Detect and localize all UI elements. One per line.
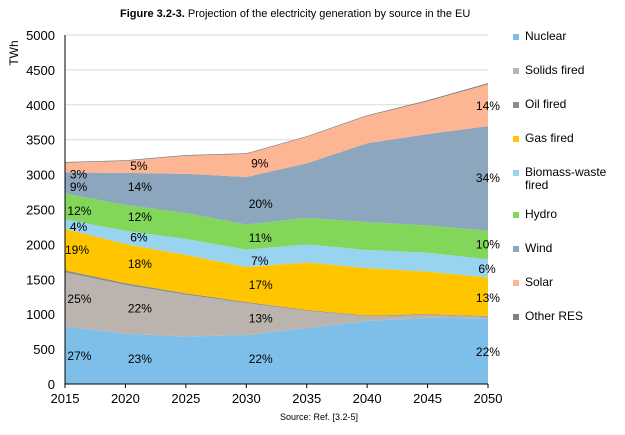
axes: 0 500 1000 1500 2000 2500 3000 3500 4000 4500 5000… — [7, 28, 502, 406]
legend-item: Nuclear — [513, 30, 615, 43]
data-label: 12% — [128, 210, 152, 224]
legend-label: Oil fired — [525, 97, 567, 111]
legend-swatch — [513, 136, 519, 142]
x-tick-label: 2020 — [111, 391, 140, 406]
y-tick-label: 1000 — [26, 307, 55, 322]
legend-label: Gas fired — [525, 131, 574, 145]
y-tick-label: 3000 — [26, 168, 55, 183]
x-tick-label: 2040 — [353, 391, 382, 406]
legend-swatch — [513, 34, 519, 40]
x-tick-label: 2035 — [292, 391, 321, 406]
stacked-areas — [65, 83, 488, 384]
x-tick-label: 2045 — [413, 391, 442, 406]
area-biomass-waste-fired — [65, 219, 488, 278]
x-tick-label: 2050 — [474, 391, 503, 406]
data-label: 23% — [128, 352, 152, 366]
data-label: 6% — [130, 230, 148, 244]
data-label: 13% — [476, 291, 500, 305]
data-label: 19% — [65, 243, 89, 257]
legend-label: Wind — [525, 241, 553, 255]
legend-item: Solar — [513, 276, 615, 289]
legend-item: Gas fired — [513, 132, 615, 145]
y-tick-label: 2000 — [26, 237, 55, 252]
figure-number: Figure 3.2-3. — [120, 8, 185, 20]
data-label: 34% — [476, 171, 500, 185]
figure-caption: Projection of the electricity generation… — [184, 8, 471, 20]
area-solids-fired — [65, 272, 488, 337]
y-tick-label: 4000 — [26, 98, 55, 113]
y-tick-label: 3500 — [26, 133, 55, 148]
legend-swatch — [513, 212, 519, 218]
data-label: 11% — [249, 231, 272, 245]
legend-item: Hydro — [513, 208, 615, 221]
legend-item: Solids fired — [513, 64, 615, 77]
data-label: 25% — [67, 292, 91, 306]
y-tick-label: 0 — [48, 377, 55, 392]
data-label: 5% — [130, 159, 148, 173]
x-tick-label: 2025 — [171, 391, 200, 406]
area-nuclear — [65, 317, 488, 384]
legend-item: Oil fired — [513, 98, 615, 111]
legend-label: Nuclear — [525, 29, 567, 43]
area-wind — [65, 126, 488, 231]
x-tick-label: 2030 — [232, 391, 261, 406]
legend-label: Solids fired — [525, 63, 585, 77]
legend-label: Solar — [525, 275, 554, 289]
data-label: 13% — [249, 311, 273, 325]
area-gas-fired — [65, 229, 488, 316]
legend-swatch — [513, 246, 519, 252]
data-label: 4% — [70, 220, 88, 234]
data-label: 18% — [128, 257, 152, 271]
legend-label: Biomass-waste fired — [525, 165, 607, 192]
area-hydro — [65, 193, 488, 260]
legend-label: Hydro — [525, 207, 558, 221]
legend-label: Other RES — [525, 309, 584, 323]
y-tick-label: 5000 — [26, 28, 55, 43]
legend-swatch — [513, 314, 519, 320]
legend-swatch — [513, 170, 519, 176]
legend-swatch — [513, 280, 519, 286]
data-label: 17% — [249, 278, 273, 292]
data-label: 9% — [251, 156, 269, 170]
x-tick-label: 2015 — [51, 391, 80, 406]
y-tick-label: 500 — [33, 342, 55, 357]
data-label: 14% — [476, 99, 500, 113]
data-label: 6% — [478, 262, 496, 276]
data-label: 22% — [249, 352, 273, 366]
data-label: 9% — [70, 180, 88, 194]
y-axis-title: TWh — [7, 40, 21, 65]
y-tick-label: 4500 — [26, 63, 55, 78]
data-label: 14% — [128, 180, 152, 194]
area-solar — [65, 84, 488, 178]
legend-swatch — [513, 68, 519, 74]
data-label: 22% — [128, 302, 152, 316]
data-label: 22% — [476, 345, 500, 359]
data-label: 20% — [249, 197, 273, 211]
data-label: 7% — [251, 254, 269, 268]
data-label: 27% — [67, 349, 91, 363]
y-tick-label: 1500 — [26, 272, 55, 287]
legend-item: Other RES — [513, 310, 615, 323]
data-label: 10% — [476, 237, 500, 251]
data-labels: 27% 23% 22% 22% 25% 22% 13% 19% 18% 17% 13% 4% 6% 7% 6… — [65, 99, 500, 366]
chart-title: Figure 3.2-3. Projection of the electric… — [120, 8, 470, 20]
legend-item: Wind — [513, 242, 615, 255]
legend-swatch — [513, 102, 519, 108]
y-tick-label: 2500 — [26, 203, 55, 218]
data-label: 12% — [67, 204, 91, 218]
legend-item: Biomass-waste fired — [513, 166, 615, 192]
source-note: Source: Ref. [3.2-5] — [280, 412, 359, 422]
data-label: 3% — [70, 168, 88, 182]
